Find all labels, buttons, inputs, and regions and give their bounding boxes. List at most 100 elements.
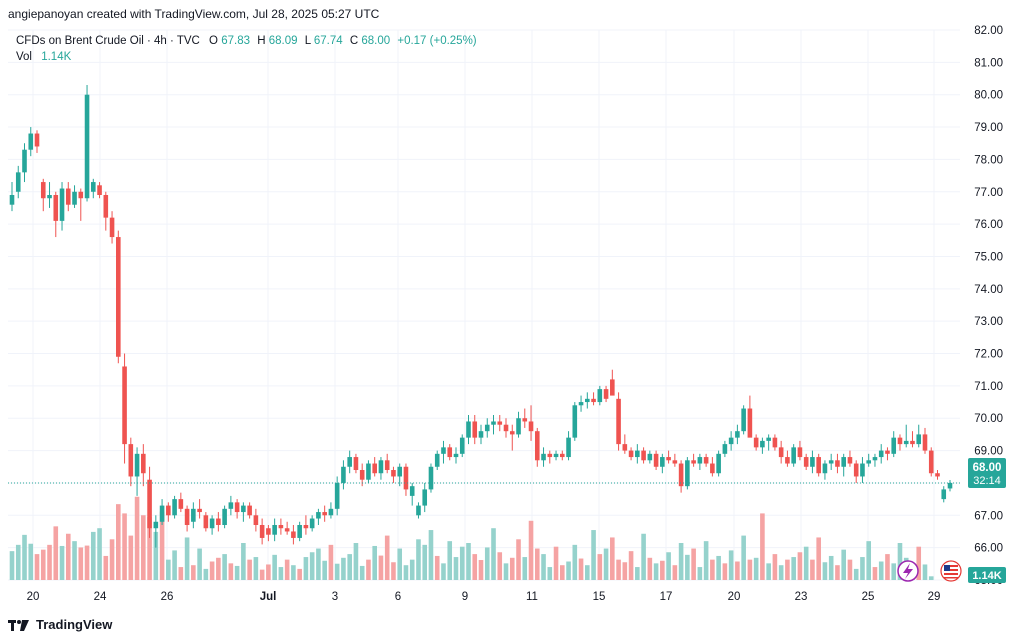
- volume-bar: [259, 569, 265, 580]
- candle: [366, 460, 371, 483]
- volume-bar: [441, 563, 446, 580]
- volume-bar: [222, 554, 227, 580]
- lightning-icon[interactable]: [897, 560, 919, 582]
- symbol-legend[interactable]: CFDs on Brent Crude Oil · 4h · TVC O 67.…: [16, 35, 477, 63]
- candle: [660, 453, 665, 474]
- candle: [134, 447, 140, 496]
- candle: [197, 499, 202, 519]
- volume-bar: [847, 559, 853, 580]
- tradingview-logo-icon: [8, 618, 30, 632]
- volume-bar: [610, 537, 615, 580]
- volume-bar: [835, 565, 840, 580]
- candle: [122, 353, 127, 464]
- volume-bar: [353, 543, 359, 580]
- volume-bar: [741, 535, 746, 580]
- candles: [9, 85, 953, 548]
- volume-bar: [697, 567, 703, 580]
- volume-bar: [778, 565, 784, 580]
- candle: [903, 424, 909, 448]
- candle: [459, 434, 465, 458]
- volume-bar: [516, 539, 521, 580]
- time-axis[interactable]: 20 24 26 Jul 3 6 9 11 15 17 20 23 25 29: [27, 591, 941, 603]
- candle: [172, 495, 177, 519]
- open-label: O: [209, 35, 218, 47]
- volume-bar: [916, 546, 922, 580]
- candle: [497, 415, 503, 432]
- volume-bar: [553, 546, 559, 580]
- candle: [697, 453, 703, 470]
- candle: [603, 385, 609, 403]
- volume-bar: [853, 568, 859, 580]
- candle: [891, 431, 897, 458]
- volume-bar: [278, 567, 284, 580]
- candle: [422, 482, 428, 513]
- volume-bar: [635, 567, 640, 580]
- candle: [484, 418, 490, 438]
- volume-bar: [747, 559, 753, 580]
- volume-bar: [378, 555, 384, 580]
- candle: [828, 453, 834, 470]
- volume-bar: [15, 544, 21, 580]
- volume-bars: [9, 496, 934, 580]
- volume-bar: [391, 562, 396, 580]
- us-flag-icon[interactable]: [940, 560, 962, 582]
- candle: [309, 515, 315, 532]
- chart-area[interactable]: CFDs on Brent Crude Oil · 4h · TVC O 67.…: [0, 22, 1024, 610]
- volume-bar: [128, 535, 134, 580]
- volume-bar: [384, 535, 390, 580]
- time-tick-label: 23: [795, 591, 808, 603]
- volume-badge-value: 1.14K: [972, 570, 1001, 582]
- candle: [841, 453, 846, 477]
- volume-bar: [59, 545, 65, 580]
- volume-bar: [628, 551, 634, 580]
- candle: [772, 434, 778, 451]
- candle: [628, 447, 634, 461]
- candle: [359, 463, 365, 487]
- candle: [84, 85, 90, 202]
- candle: [128, 437, 134, 487]
- candle: [566, 431, 571, 461]
- candlestick-chart[interactable]: CFDs on Brent Crude Oil · 4h · TVC O 67.…: [0, 22, 1024, 610]
- volume-bar: [141, 515, 146, 580]
- candle: [253, 508, 259, 532]
- volume-bar: [447, 541, 453, 580]
- volume-bar: [303, 557, 309, 580]
- volume-bar: [228, 563, 234, 580]
- candle: [647, 450, 653, 464]
- candle: [153, 515, 159, 548]
- candle: [585, 392, 590, 409]
- price-tick-label: 71.00: [974, 381, 1003, 393]
- volume-bar: [53, 526, 59, 580]
- candle: [34, 130, 40, 153]
- volume-bar: [134, 496, 140, 580]
- bar-countdown: 32:14: [973, 475, 1001, 487]
- candle: [922, 427, 928, 454]
- volume-bar: [772, 554, 778, 580]
- volume-bar: [159, 511, 165, 580]
- candle: [291, 525, 296, 545]
- price-axis[interactable]: 82.00 81.00 80.00 79.00 78.00 77.00 76.00 75.00…: [974, 25, 1003, 587]
- candle: [835, 453, 840, 474]
- volume-bar: [828, 555, 834, 580]
- volume-bar: [291, 565, 296, 580]
- candle: [241, 502, 246, 522]
- volume-bar: [653, 563, 659, 580]
- candle: [334, 476, 340, 516]
- time-tick-label: Jul: [260, 591, 277, 603]
- volume-bar: [678, 543, 684, 580]
- volume-bar: [541, 554, 546, 580]
- svg-text:CFDs on Brent Crude Oil · 4h ·: CFDs on Brent Crude Oil · 4h · TVC O 67.…: [16, 35, 477, 47]
- time-tick-label: 9: [462, 591, 468, 603]
- volume-bar: [122, 513, 127, 580]
- candle: [791, 444, 796, 467]
- volume-bar: [216, 557, 221, 580]
- volume-bar: [566, 561, 571, 580]
- price-tick-label: 74.00: [974, 284, 1003, 296]
- high-label: H: [257, 35, 265, 47]
- volume-bar: [341, 557, 346, 580]
- candle: [941, 486, 947, 503]
- volume-bar: [766, 563, 771, 580]
- candle: [297, 521, 302, 542]
- time-tick-label: 15: [593, 591, 606, 603]
- candle: [472, 415, 478, 445]
